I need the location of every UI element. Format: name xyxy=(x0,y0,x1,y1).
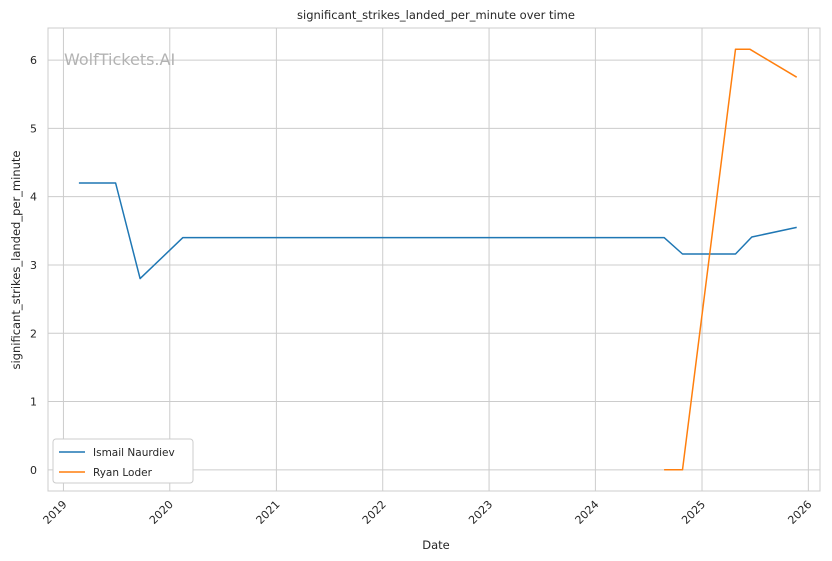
x-tick-label: 2020 xyxy=(147,498,176,527)
y-tick-label: 2 xyxy=(30,327,37,340)
y-tick-label: 6 xyxy=(30,54,37,67)
legend: Ismail Naurdiev Ryan Loder xyxy=(52,438,194,484)
x-tick-label: 2022 xyxy=(360,498,389,527)
x-tick-label: 2021 xyxy=(254,498,283,527)
x-tick-label: 2023 xyxy=(466,498,495,527)
x-tick-label: 2019 xyxy=(41,498,70,527)
plot-area xyxy=(47,27,821,492)
x-axis-title: Date xyxy=(422,538,450,552)
legend-box xyxy=(52,438,194,484)
y-tick-label: 5 xyxy=(30,122,37,135)
y-tick-label: 1 xyxy=(30,396,37,409)
x-tick-label: 2025 xyxy=(679,498,708,527)
series-lines xyxy=(78,48,798,471)
x-tick-label: 2024 xyxy=(573,498,602,527)
y-tick-label: 0 xyxy=(30,464,37,477)
y-tick-label: 4 xyxy=(30,191,37,204)
y-axis-title: significant_strikes_landed_per_minute xyxy=(9,151,23,370)
legend-label-ryan-loder: Ryan Loder xyxy=(93,467,153,479)
chart-title: significant_strikes_landed_per_minute ov… xyxy=(297,8,575,22)
legend-label-ismail-naurdiev: Ismail Naurdiev xyxy=(93,447,175,459)
x-tick-label: 2026 xyxy=(785,498,814,527)
y-tick-label: 3 xyxy=(30,259,37,272)
series-line-ryan-loder xyxy=(664,48,798,471)
series-line-ismail-naurdiev xyxy=(78,182,797,280)
x-tick-labels: 2019 2020 2021 2022 2023 2024 2025 2026 xyxy=(41,498,815,527)
watermark: WolfTickets.AI xyxy=(64,50,175,69)
y-tick-labels: 0 1 2 3 4 5 6 xyxy=(30,54,37,477)
